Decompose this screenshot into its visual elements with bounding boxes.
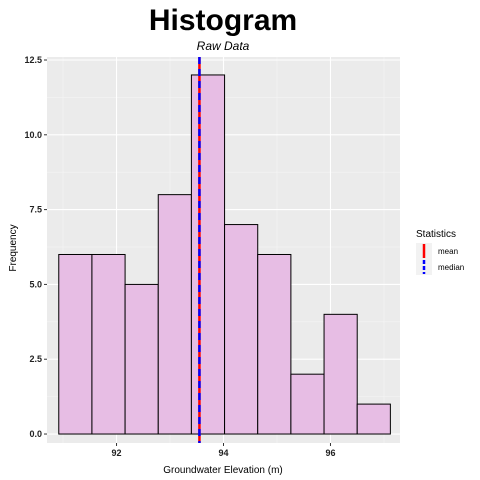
chart-subtitle: Raw Data: [197, 39, 250, 53]
histogram-bar-6: [224, 224, 259, 435]
x-axis-ticks: 92 94 96: [112, 443, 335, 458]
legend-label-mean: mean: [438, 247, 458, 256]
histogram-bar-7: [257, 253, 292, 435]
y-tick-label: 2.5: [29, 354, 42, 364]
histogram-bar-1: [58, 253, 93, 435]
legend-label-median: median: [438, 263, 464, 272]
x-tick-label: 96: [325, 448, 335, 458]
histogram-bar-4: [157, 194, 192, 435]
histogram-bar-10: [356, 403, 391, 435]
histogram-bars: [58, 74, 391, 435]
y-axis-label: Frequency: [8, 224, 19, 271]
histogram-bar-9: [323, 313, 358, 435]
y-tick-label: 5.0: [29, 279, 42, 289]
y-tick-label: 7.5: [29, 205, 42, 215]
legend: Statistics mean median: [416, 229, 464, 275]
histogram-bar-3: [124, 283, 159, 435]
y-tick-label: 10.0: [24, 130, 42, 140]
legend-title: Statistics: [416, 229, 456, 240]
chart-title: Histogram: [149, 4, 297, 37]
x-tick-label: 94: [218, 448, 228, 458]
y-axis-ticks: 0.0 2.5 5.0 7.5 10.0 12.5: [24, 55, 47, 439]
y-tick-label: 0.0: [29, 429, 42, 439]
x-axis-label: Groundwater Elevation (m): [163, 465, 283, 476]
histogram-bar-5: [190, 74, 226, 435]
histogram-bar-2: [91, 253, 126, 435]
histogram-bar-8: [290, 373, 325, 435]
legend-items: mean median: [416, 243, 464, 275]
x-tick-label: 92: [112, 448, 122, 458]
y-tick-label: 12.5: [24, 55, 42, 65]
